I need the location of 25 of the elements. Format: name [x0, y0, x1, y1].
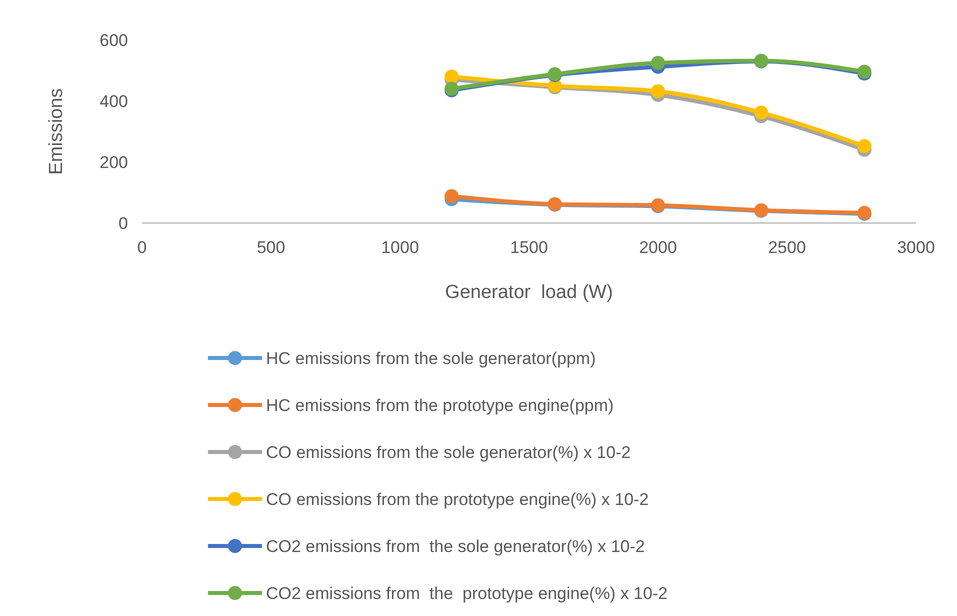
legend-label: CO2 emissions from the sole generator(%) x 10-2: [266, 536, 645, 556]
x-axis-title: Generator load (W): [445, 282, 613, 303]
x-tick-label: 0: [137, 238, 147, 257]
x-tick-label: 500: [256, 238, 286, 257]
y-tick-label: 0: [118, 214, 128, 233]
point: [651, 56, 665, 70]
x-tick-label: 3000: [897, 238, 935, 257]
legend-label: HC emissions from the prototype engine(ppm): [266, 396, 614, 415]
x-tick-label: 2500: [768, 238, 806, 257]
point: [754, 106, 768, 120]
y-axis-title: Emissions: [46, 88, 67, 175]
x-tick-label: 2000: [639, 238, 677, 257]
y-tick-label: 200: [100, 152, 128, 172]
point: [651, 84, 665, 98]
point: [444, 70, 459, 84]
point: [444, 189, 459, 204]
point: [857, 139, 872, 154]
legend-label: HC emissions from the sole generator(ppm): [266, 348, 596, 368]
y-tick-label: 400: [100, 92, 128, 111]
x-tick-label: 1500: [510, 238, 548, 257]
y-tick-label: 600: [100, 30, 128, 50]
legend-label: CO emissions from the prototype engine(%) x 10-2: [266, 490, 649, 509]
legend-label: CO2 emissions from the prototype engine(%) x 10-2: [266, 584, 668, 603]
x-tick-label: 1000: [381, 238, 419, 257]
legend-label: CO emissions from the sole generator(%) x 10-2: [266, 442, 631, 462]
